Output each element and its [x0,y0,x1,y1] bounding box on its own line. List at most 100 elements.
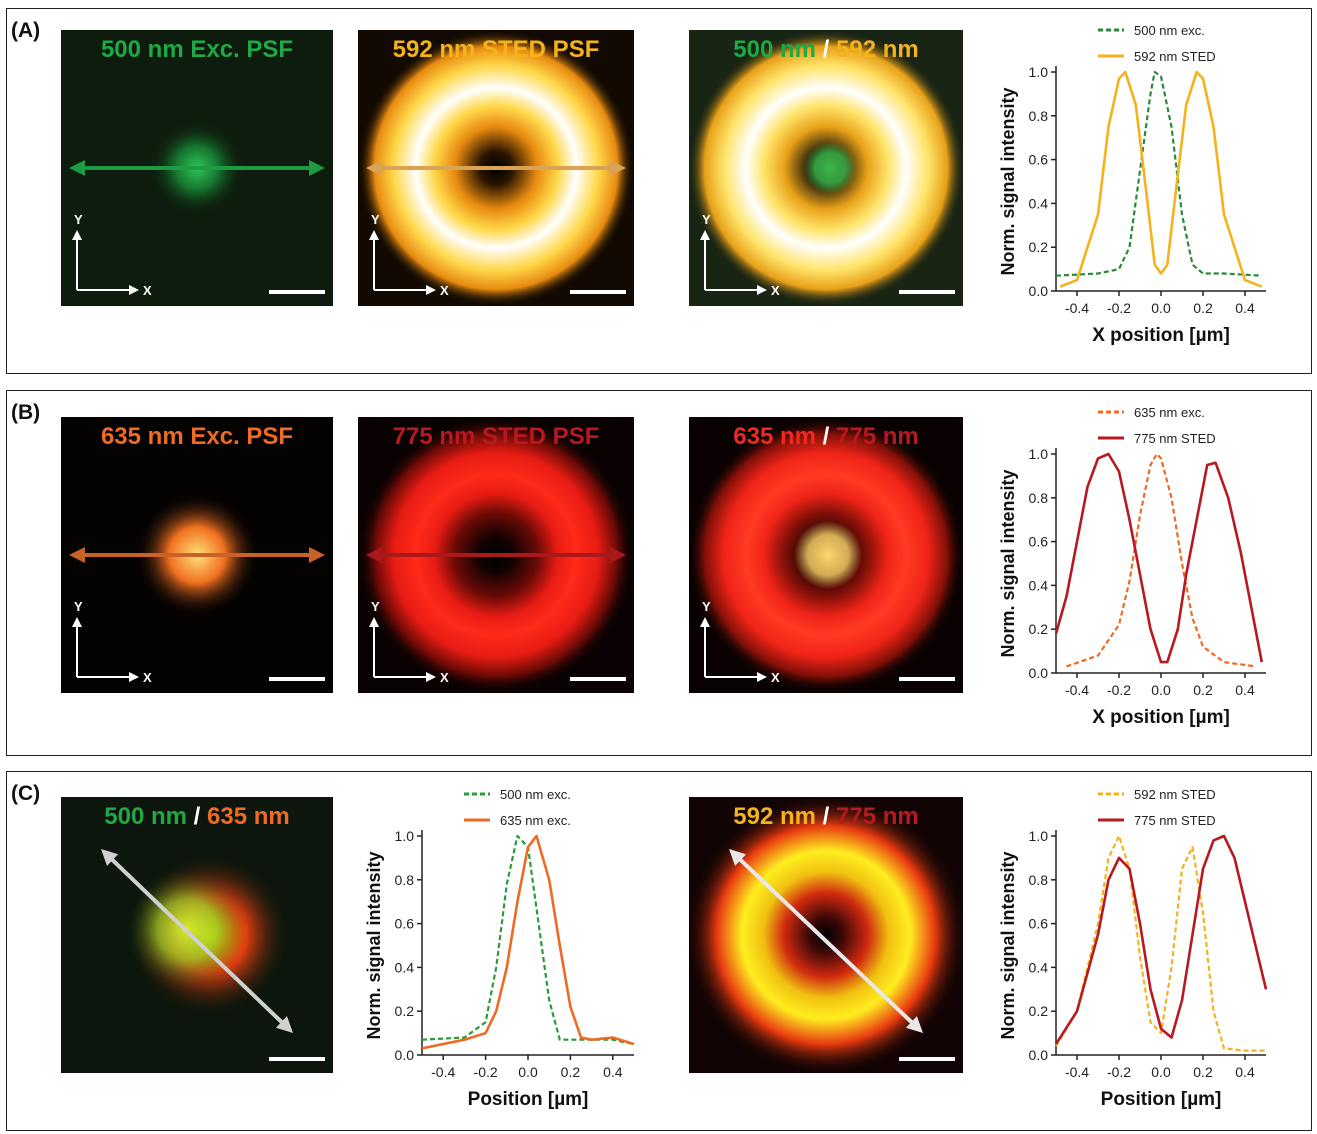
line-chart: 635 nm exc. 775 nm STED 0.0 0.2 0.4 0.6 0.8 1.0… [998,405,1266,728]
psf-image-c-1: 500 nm / 635 nm [61,797,333,1073]
y-tick-label: 0.8 [1029,108,1049,124]
axis-x-label: X [440,283,449,298]
y-axis-label: Norm. signal intensity [364,851,384,1039]
xy-axes-indicator: YX [700,599,780,685]
legend-label: 775 nm STED [1134,431,1216,446]
line-chart: 500 nm exc. 635 nm exc. 0.0 0.2 0.4 0.6 0.8 1.0… [364,787,635,1110]
x-tick-label: 0.4 [1235,682,1255,698]
y-tick-label: 0.0 [1029,1047,1049,1063]
scale-bar [269,1057,325,1061]
y-tick-label: 0.6 [1029,534,1049,550]
legend-label: 775 nm STED [1134,813,1216,828]
line-chart: 500 nm exc. 592 nm STED 0.0 0.2 0.4 0.6 0.8 1.0… [998,23,1266,346]
arrowhead-start-icon [729,849,747,866]
panel-b: (B) [6,390,1312,756]
y-tick-label: 0.0 [1029,665,1049,681]
image-title: 635 nm / 775 nm [733,423,919,450]
x-tick-label: -0.4 [1065,300,1089,316]
panel-a: (A) [6,8,1312,374]
panel-c: (C) [6,771,1312,1131]
axis-x-label: X [771,670,780,685]
xy-axes-indicator: YX [700,212,780,298]
series-line [421,834,635,1050]
psf-center-spot [794,521,862,589]
arrowhead-right-icon [610,547,626,563]
axis-y-label: Y [702,599,711,614]
x-tick-label: 0.0 [1151,300,1171,316]
x-tick-label: -0.2 [1107,682,1131,698]
legend-label: 635 nm exc. [1134,405,1205,420]
psf-image-a-3: Y X 500 nm / 592 nm [689,30,963,306]
xy-axes-indicator: YX [72,212,152,298]
arrowhead-left-icon [366,160,382,176]
y-tick-label: 1.0 [1029,446,1049,462]
axis-y-label: Y [371,599,380,614]
y-tick-label: 0.6 [395,916,415,932]
image-title: 500 nm / 592 nm [733,36,919,63]
arrowhead-right-icon [309,160,325,176]
y-tick-label: 0.8 [395,872,415,888]
x-tick-label: 0.0 [1151,682,1171,698]
x-tick-label: -0.2 [1107,300,1131,316]
x-tick-label: 0.2 [561,1064,581,1080]
axis-x-label: X [143,283,152,298]
series-line [1054,834,1268,1045]
legend-label: 592 nm STED [1134,49,1216,64]
y-tick-label: 0.6 [1029,916,1049,932]
legend-label: 592 nm STED [1134,787,1216,802]
panel-label-a: (A) [11,19,41,42]
scale-bar [269,290,325,294]
scale-bar [899,1057,955,1061]
image-title: 775 nm STED PSF [392,423,600,450]
x-tick-label: 0.0 [1151,1064,1171,1080]
psf-image-b-3: Y X 635 nm / 775 nm [689,417,963,693]
y-axis-label: Norm. signal intensity [998,851,1018,1039]
series-line [1054,452,1264,664]
scale-bar [570,290,626,294]
y-axis-label: Norm. signal intensity [998,469,1018,657]
y-tick-label: 0.0 [395,1047,415,1063]
x-tick-label: 0.4 [603,1064,623,1080]
line-profile-arrow [736,855,916,1027]
y-tick-label: 0.0 [1029,283,1049,299]
y-tick-label: 0.6 [1029,152,1049,168]
psf-image-a-1: Y X 500 nm Exc. PSF [61,30,333,306]
arrowhead-left-icon [69,160,85,176]
x-axis-label: X position [µm] [1092,325,1230,346]
arrowhead-end-icon [275,1016,293,1033]
scale-bar [899,290,955,294]
line-profile-arrow [108,855,286,1027]
arrowhead-start-icon [101,849,119,866]
arrowhead-end-icon [905,1016,923,1033]
scale-bar [269,677,325,681]
axis-x-label: X [440,670,449,685]
x-axis-label: X position [µm] [1092,707,1230,728]
series-line [421,834,635,1046]
y-tick-label: 0.2 [1029,239,1049,255]
x-axis-label: Position [µm] [1101,1089,1222,1110]
y-tick-label: 0.4 [395,959,415,975]
axis-y-label: Y [74,212,83,227]
image-title: 592 nm STED PSF [392,36,600,63]
psf-image-b-2: Y X 775 nm STED PSF [358,417,634,693]
x-tick-label: 0.2 [1193,1064,1213,1080]
arrowhead-right-icon [309,547,325,563]
y-tick-label: 1.0 [395,828,415,844]
series-line [1055,70,1262,277]
legend-label: 500 nm exc. [1134,23,1205,38]
line-chart: 592 nm STED 775 nm STED 0.0 0.2 0.4 0.6 0.8 1.0… [998,787,1268,1110]
y-tick-label: 0.4 [1029,959,1049,975]
x-tick-label: -0.2 [1107,1064,1131,1080]
image-title: 500 nm Exc. PSF [100,36,294,63]
x-tick-label: 0.2 [1193,300,1213,316]
series-line [1066,452,1256,668]
y-tick-label: 1.0 [1029,828,1049,844]
scale-bar [899,677,955,681]
xy-axes-indicator: YX [369,599,449,685]
image-title: 500 nm / 635 nm [104,803,290,830]
psf-image-b-1: Y X 635 nm Exc. PSF [61,417,333,693]
axis-x-label: X [771,283,780,298]
y-tick-label: 0.4 [1029,195,1049,211]
xy-axes-indicator: YX [72,599,152,685]
psf-image-c-2: 592 nm / 775 nm [689,797,963,1073]
